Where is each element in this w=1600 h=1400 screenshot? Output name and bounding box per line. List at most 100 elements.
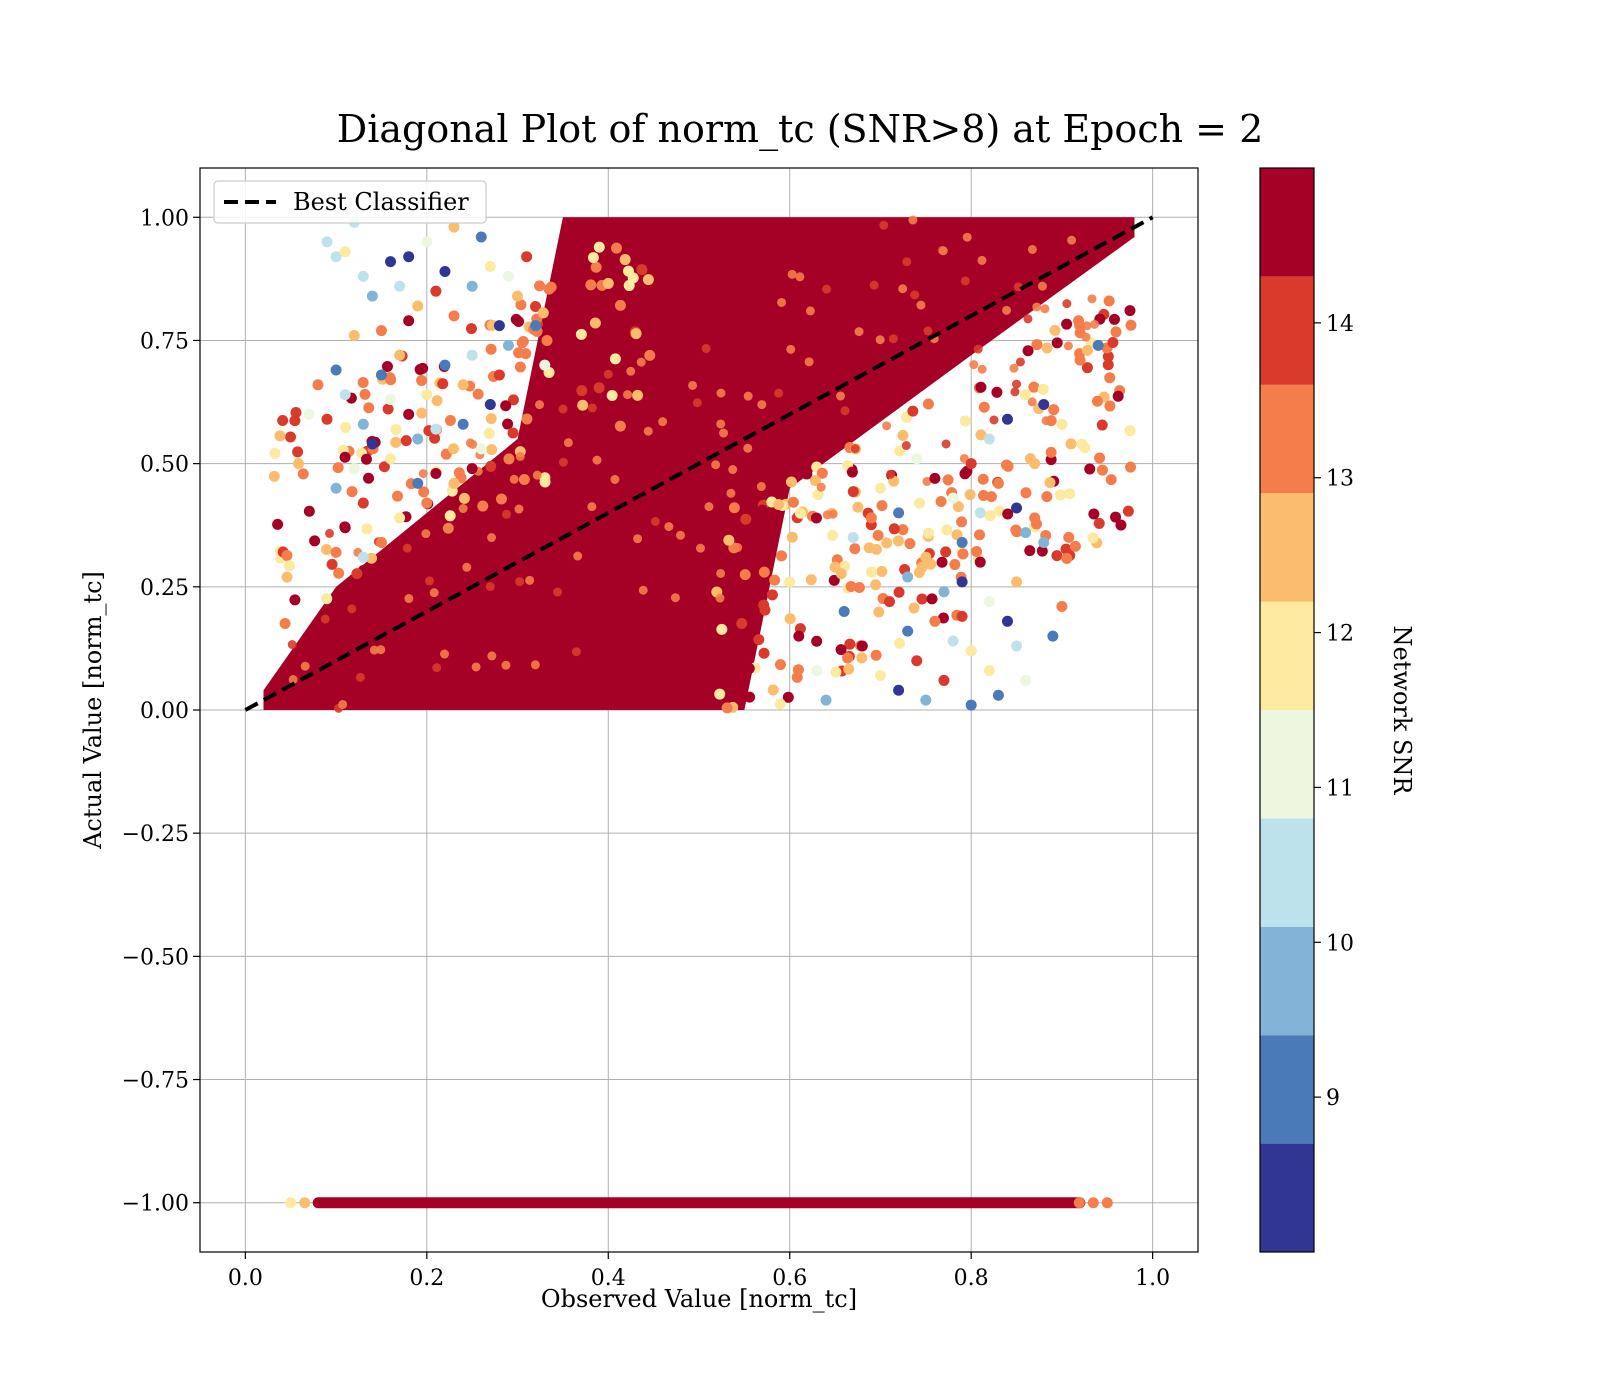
points-layer	[263, 215, 1137, 1209]
y-tick-label: −0.75	[122, 1069, 189, 1094]
scatter-point	[424, 576, 434, 586]
scatter-point	[1051, 550, 1063, 562]
scatter-point	[332, 462, 344, 474]
scatter-point	[472, 388, 484, 400]
scatter-point	[1101, 1197, 1113, 1209]
scatter-point	[1001, 615, 1013, 627]
scatter-point	[728, 502, 740, 514]
scatter-point	[874, 670, 886, 682]
scatter-point	[633, 534, 643, 544]
scatter-point	[1056, 418, 1068, 430]
scatter-point	[842, 652, 854, 664]
scatter-point	[359, 388, 371, 400]
scatter-point	[783, 576, 795, 588]
scatter-point	[983, 596, 995, 608]
legend: Best Classifier	[213, 180, 487, 224]
scatter-point	[1125, 461, 1137, 473]
scatter-point	[458, 504, 468, 514]
y-axis-label: Actual Value [norm_tc]	[79, 571, 107, 850]
scatter-point	[974, 507, 986, 519]
scatter-point	[627, 239, 639, 251]
scatter-point	[908, 602, 920, 614]
scatter-point	[965, 458, 977, 470]
scatter-point	[394, 512, 406, 524]
scatter-point	[794, 507, 806, 519]
scatter-point	[726, 488, 736, 498]
scatter-point	[959, 415, 971, 427]
scatter-point	[977, 473, 989, 485]
scatter-point	[502, 339, 514, 351]
scatter-point	[1092, 339, 1104, 351]
scatter-point	[357, 418, 369, 430]
scatter-point	[448, 443, 460, 455]
scatter-point	[1037, 281, 1047, 291]
scatter-point	[701, 344, 711, 354]
scatter-point	[743, 443, 753, 453]
scatter-point	[483, 428, 495, 440]
scatter-point	[521, 251, 533, 263]
scatter-point	[340, 422, 352, 434]
scatter-point	[952, 501, 964, 513]
scatter-point	[1054, 489, 1066, 501]
scatter-point	[911, 453, 923, 465]
scatter-point	[429, 432, 441, 444]
scatter-point	[403, 408, 415, 420]
scatter-point	[875, 335, 885, 345]
scatter-point	[786, 344, 796, 354]
scatter-point	[1000, 459, 1012, 471]
scatter-point	[774, 698, 786, 710]
scatter-point	[514, 361, 526, 373]
scatter-point	[321, 236, 333, 248]
scatter-point	[1104, 400, 1116, 412]
scatter-point	[1110, 511, 1122, 523]
scatter-point	[457, 379, 469, 391]
scatter-point	[978, 401, 990, 413]
scatter-point	[378, 461, 390, 473]
scatter-point	[299, 1197, 311, 1209]
scatter-point	[532, 470, 542, 480]
scatter-point	[1032, 302, 1042, 312]
legend-box	[213, 180, 487, 224]
scatter-point	[975, 429, 987, 441]
scatter-point	[636, 357, 646, 367]
scatter-point	[1010, 387, 1020, 397]
scatter-point	[442, 534, 454, 546]
scatter-point	[539, 359, 551, 371]
scatter-point	[348, 463, 360, 475]
scatter-point	[500, 400, 512, 412]
scatter-point	[728, 688, 740, 700]
scatter-point	[485, 582, 495, 592]
colorbar-segment	[1260, 1035, 1314, 1144]
scatter-point	[357, 551, 369, 563]
scatter-point	[448, 310, 460, 322]
scatter-point	[773, 498, 785, 510]
scatter-point	[759, 604, 771, 616]
scatter-point	[325, 528, 335, 538]
scatter-point	[840, 406, 850, 416]
scatter-point	[326, 558, 338, 570]
scatter-point	[923, 527, 935, 539]
scatter-point	[830, 666, 842, 678]
scatter-point	[876, 566, 888, 578]
scatter-point	[484, 261, 496, 273]
scatter-point	[1089, 319, 1099, 329]
scatter-point	[402, 543, 412, 553]
scatter-point	[575, 328, 587, 340]
scatter-point	[272, 518, 284, 530]
scatter-point	[897, 429, 909, 441]
scatter-point	[465, 438, 475, 448]
colorbar-segment	[1260, 276, 1314, 385]
scatter-point	[1087, 532, 1099, 544]
scatter-point	[847, 486, 859, 498]
scatter-point	[277, 414, 289, 426]
colorbar-segment	[1260, 168, 1314, 277]
scatter-point	[573, 551, 583, 561]
scatter-point	[622, 265, 634, 277]
scatter-point	[973, 344, 983, 354]
scatter-point	[437, 378, 449, 390]
scatter-point	[766, 589, 778, 601]
colorbar-segment	[1260, 493, 1314, 602]
scatter-point	[283, 560, 295, 572]
scatter-point	[457, 418, 469, 430]
scatter-point	[965, 645, 977, 657]
